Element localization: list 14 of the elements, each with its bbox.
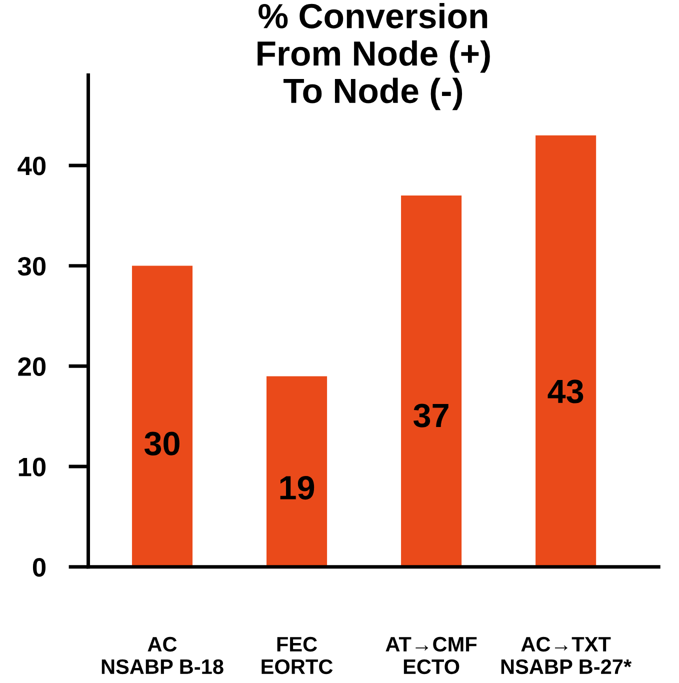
y-tick-label: 0 <box>32 558 46 577</box>
data-label: 30 <box>144 432 180 456</box>
data-label: 43 <box>548 380 584 404</box>
data-label: 37 <box>414 404 448 428</box>
x-tick-label: FEC EORTC <box>262 636 333 674</box>
y-tick-label: 10 <box>18 458 46 476</box>
x-tick-label: AC NSABP B-18 <box>102 636 224 674</box>
y-tick-label: 40 <box>18 156 46 176</box>
data-label: 19 <box>280 476 314 500</box>
x-tick-label: AT→CMF ECTO <box>386 636 477 674</box>
y-tick-label: 30 <box>18 256 46 276</box>
x-tick-label: AC→TXT NSABP B-27* <box>501 636 632 674</box>
y-tick-label: 20 <box>18 357 46 376</box>
chart-title: % Conversion From Node (+) To Node (-) <box>258 2 490 110</box>
